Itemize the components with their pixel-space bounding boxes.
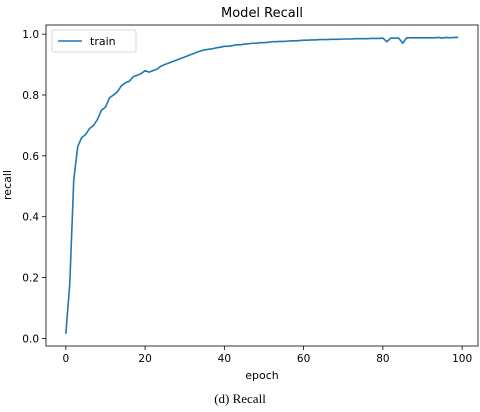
- x-tick-label-4: 80: [376, 353, 389, 365]
- recall-chart: Model Recall 0.0 0.2 0.4 0.6 0.8 1.0 0 20 40 60 8…: [1, 6, 479, 382]
- series-line-train: [65, 36, 459, 334]
- legend-label-train: train: [90, 35, 116, 48]
- x-tick-label-3: 60: [297, 353, 310, 365]
- y-axis: 0.0 0.2 0.4 0.6 0.8 1.0: [22, 29, 46, 345]
- x-axis: 0 20 40 60 80 100: [62, 346, 472, 365]
- y-tick-label-1: 0.2: [22, 273, 39, 285]
- x-tick-label-0: 0: [62, 353, 69, 365]
- y-tick-label-5: 1.0: [22, 29, 39, 41]
- y-tick-label-3: 0.6: [22, 151, 39, 163]
- legend-box: [51, 29, 137, 53]
- y-tick-label-2: 0.4: [22, 212, 39, 224]
- series-layer: [65, 36, 459, 334]
- x-tick-label-2: 40: [218, 353, 231, 365]
- figure-caption: (d) Recall: [214, 391, 266, 406]
- chart-title: Model Recall: [221, 6, 303, 21]
- y-tick-label-0: 0.0: [22, 333, 39, 345]
- x-axis-label: epoch: [245, 369, 279, 382]
- y-axis-label: recall: [1, 170, 14, 200]
- y-tick-label-4: 0.8: [22, 90, 39, 102]
- legend: train: [51, 29, 137, 53]
- x-tick-label-1: 20: [138, 353, 151, 365]
- x-tick-label-5: 100: [452, 353, 472, 365]
- plot-frame: [45, 24, 479, 347]
